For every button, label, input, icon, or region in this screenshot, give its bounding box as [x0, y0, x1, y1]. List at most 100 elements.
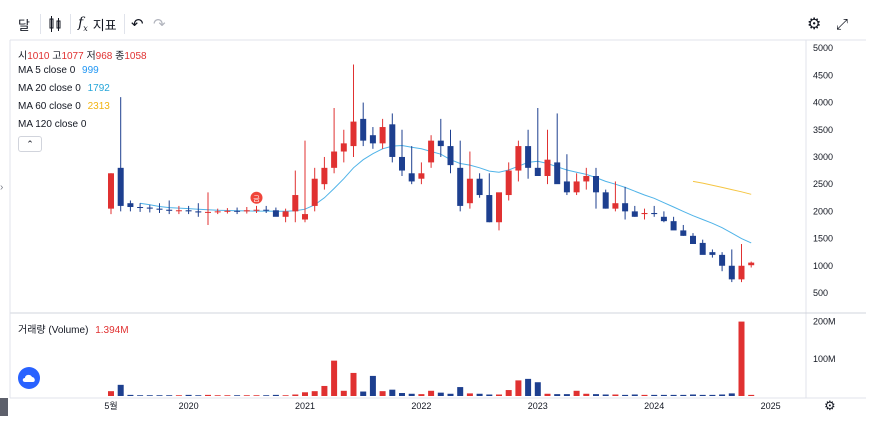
volume-bar [660, 394, 667, 396]
candle-body [360, 118, 367, 141]
candle-body [699, 242, 706, 255]
volume-value: 1.394M [95, 325, 129, 336]
volume-bar [321, 385, 328, 396]
volume-bar [428, 390, 435, 396]
candlestick-icon [49, 16, 61, 32]
volume-bar [205, 394, 211, 396]
volume-bar [690, 394, 696, 396]
y-tick-label: 5000 [813, 43, 833, 53]
volume-bar [185, 394, 192, 396]
high-value: 1077 [61, 51, 84, 62]
y-tick-label: 3500 [813, 125, 833, 135]
volume-bar [117, 384, 124, 396]
volume-bar [166, 395, 173, 396]
candle-body [263, 209, 270, 211]
cloud-icon [22, 374, 35, 382]
chevron-up-icon: ⌃ [26, 138, 34, 149]
volume-bar [505, 390, 512, 396]
candle-body [379, 127, 386, 144]
candle-body [622, 203, 629, 212]
toolbar-divider [40, 14, 41, 34]
volume-bar [534, 382, 541, 396]
y-tick-label: 500 [813, 288, 828, 298]
candle-body [680, 230, 687, 236]
volume-bar [195, 395, 202, 396]
y-tick-label: 4500 [813, 70, 833, 80]
fullscreen-button[interactable]: ⤢ [836, 12, 848, 36]
tradingview-logo-icon[interactable] [18, 367, 40, 389]
candle-body [175, 210, 182, 212]
volume-bar [175, 395, 182, 396]
volume-bar [399, 393, 405, 396]
volume-bar [544, 393, 551, 396]
left-panel-handle[interactable] [0, 398, 8, 416]
volume-bar [214, 395, 221, 396]
candle-body [243, 210, 250, 212]
gear-icon: ⚙ [824, 398, 836, 413]
ma60-legend[interactable]: MA 60 close 0 2313 [18, 101, 110, 112]
low-value: 968 [95, 51, 113, 62]
volume-bar [748, 394, 755, 396]
low-label: 저 [86, 51, 96, 62]
candle-body [117, 167, 124, 206]
candle-body [641, 212, 648, 215]
axis-settings-button[interactable]: ⚙ [824, 398, 836, 414]
candle-style-button[interactable] [48, 12, 62, 36]
ma20-value: 1792 [87, 83, 110, 94]
candle-body [554, 162, 561, 185]
volume-legend[interactable]: 거래량 (Volume) 1.394M [18, 321, 129, 336]
volume-bar [476, 393, 483, 396]
ma5-legend[interactable]: MA 5 close 0 999 [18, 65, 99, 76]
volume-bar [554, 394, 561, 396]
redo-button[interactable]: ↷ [153, 12, 166, 36]
volume-bar [612, 394, 619, 396]
volume-bar [108, 391, 114, 396]
candle-body [224, 210, 231, 212]
volume-bar [457, 387, 464, 396]
x-tick-label: 2024 [644, 401, 664, 411]
candle-body [272, 210, 279, 217]
candle-body [282, 211, 289, 217]
candle-body [457, 167, 464, 206]
ohlc-legend: 시1010 고1077 저968 종1058 [18, 47, 147, 62]
candle-body [311, 178, 318, 206]
candle-body [321, 167, 328, 185]
candle-body [369, 135, 376, 144]
candle-body [166, 209, 173, 211]
volume-bar [515, 380, 522, 396]
volume-bar [369, 375, 376, 396]
indicators-button[interactable]: fx 지표 [78, 12, 117, 36]
volume-bar [253, 395, 260, 396]
undo-button[interactable]: ↶ [131, 12, 144, 36]
candle-body [331, 151, 338, 168]
x-tick-label: 2020 [179, 401, 199, 411]
candle-body [350, 121, 357, 147]
candle-body [631, 211, 638, 217]
volume-bar [709, 394, 716, 396]
toolbar: 달 fx 지표 ↶ ↷ ⚙ ⤢ [10, 8, 866, 40]
volume-bar [622, 394, 629, 396]
settings-button[interactable]: ⚙ [807, 12, 821, 36]
collapse-legend-button[interactable]: ⌃ [18, 136, 42, 152]
candle-body [399, 156, 405, 171]
chevron-right-icon[interactable]: › [0, 182, 4, 193]
volume-bar [583, 393, 590, 396]
candle-body [738, 265, 745, 280]
volume-bar [379, 391, 386, 396]
candle-body [651, 212, 658, 215]
volume-bar [699, 394, 706, 396]
candle-body [505, 170, 512, 196]
candle-body [544, 159, 551, 176]
volume-tick-label: 200M [813, 317, 836, 327]
volume-bar [631, 394, 638, 396]
volume-bar [437, 392, 444, 396]
volume-bar [728, 393, 735, 396]
volume-bar [234, 395, 241, 396]
interval-button[interactable]: 달 [18, 12, 30, 36]
volume-tick-label: 100M [813, 354, 836, 364]
candle-body [292, 195, 299, 212]
ma120-legend[interactable]: MA 120 close 0 [18, 119, 86, 130]
candle-body [670, 221, 677, 231]
ma20-legend[interactable]: MA 20 close 0 1792 [18, 83, 110, 94]
